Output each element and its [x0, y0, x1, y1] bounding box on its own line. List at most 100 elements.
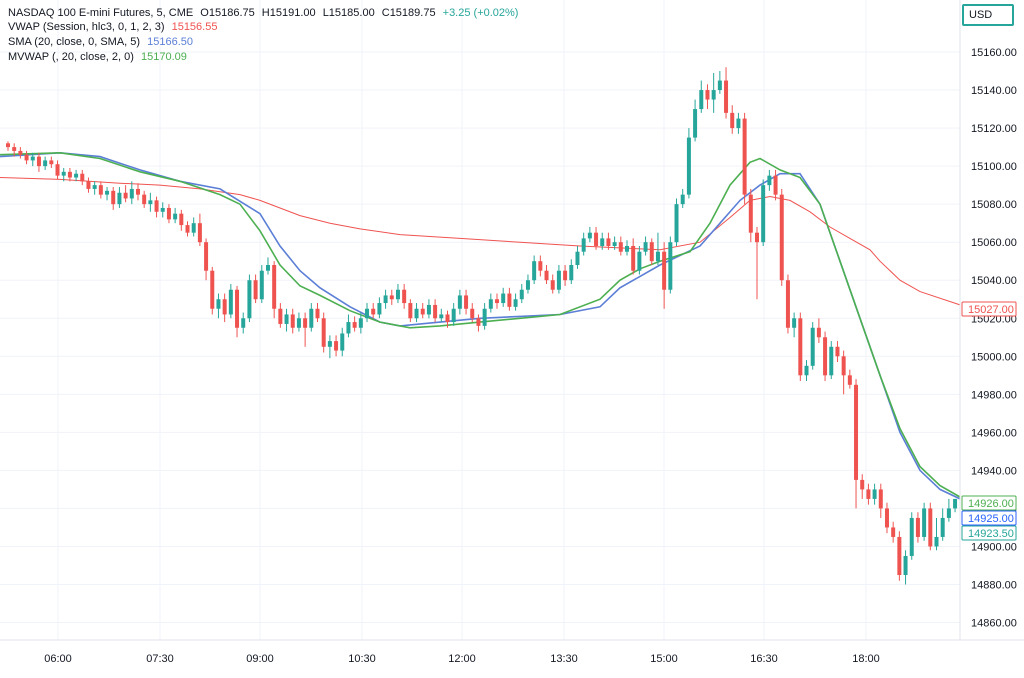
candle: [426, 299, 431, 319]
time-axis: 06:00 07:30 09:00 10:30 12:00 13:30 15:00 16:30…: [44, 653, 880, 665]
price-change: +3.25 (+0.02%): [442, 7, 519, 19]
candle: [928, 502, 933, 551]
candle: [135, 183, 140, 201]
grid-lines: [0, 0, 960, 640]
candle: [61, 168, 66, 182]
candle-body: [36, 156, 41, 167]
candle: [259, 265, 264, 304]
candle: [451, 303, 456, 326]
indicator-label: MVWAP (, 20, close, 2, 0): [8, 51, 134, 63]
candle: [940, 508, 945, 541]
candle: [383, 289, 388, 309]
candle: [550, 274, 555, 294]
candle-body: [105, 190, 110, 195]
candle-body: [86, 181, 91, 189]
candle-body: [272, 265, 277, 309]
candle: [507, 287, 512, 311]
price-label-text: 14926.00: [968, 498, 1014, 510]
candle-body: [779, 194, 784, 281]
candle-body: [823, 337, 828, 376]
candle: [711, 72, 716, 113]
candle-body: [80, 173, 85, 182]
y-tick-label: 15000.00: [971, 351, 1017, 363]
x-tick-label: 12:00: [448, 653, 476, 665]
candle-body: [532, 261, 537, 281]
candle: [24, 150, 29, 165]
candle: [408, 299, 413, 323]
x-tick-label: 13:30: [550, 653, 578, 665]
candle: [637, 245, 642, 275]
candle: [105, 187, 110, 201]
candle: [334, 335, 339, 357]
price-label-text: 15027.00: [968, 304, 1014, 316]
candle-body: [482, 308, 487, 326]
x-tick-label: 09:00: [246, 653, 274, 665]
candle-body: [544, 270, 549, 281]
currency-button[interactable]: USD: [962, 4, 1014, 26]
candle-body: [655, 251, 660, 262]
candle-body: [222, 299, 227, 315]
candle-body: [742, 118, 747, 195]
candle: [946, 498, 951, 522]
candle: [674, 198, 679, 246]
candle: [6, 141, 10, 151]
candle: [395, 284, 400, 304]
candle-body: [426, 304, 431, 315]
candle-body: [860, 479, 865, 490]
indicator-legend-sma[interactable]: SMA (20, close, 0, SMA, 5) 15166.50: [8, 35, 197, 49]
candle: [810, 322, 815, 370]
candle-body: [649, 242, 654, 262]
price-axis-bg[interactable]: [960, 0, 1024, 673]
candle: [272, 261, 277, 319]
candle-body: [693, 109, 698, 138]
candle-body: [674, 204, 679, 243]
candle: [439, 308, 444, 323]
candle: [519, 284, 524, 304]
candle-body: [327, 341, 332, 347]
candle: [594, 226, 599, 250]
candle-body: [49, 160, 54, 165]
candle: [43, 156, 48, 170]
candle: [754, 226, 759, 300]
candle: [532, 255, 537, 285]
candle: [909, 512, 914, 560]
indicator-legend-mvwap[interactable]: MVWAP (, 20, close, 2, 0) 15170.09: [8, 50, 191, 64]
candle-body: [420, 308, 425, 315]
candle-body: [334, 341, 339, 351]
candle: [241, 312, 246, 334]
ohlc-open: O15186.75: [200, 7, 255, 19]
candle: [686, 128, 691, 199]
candle: [80, 169, 85, 186]
candle-body: [501, 293, 506, 304]
candle: [309, 303, 314, 332]
candle: [315, 303, 320, 323]
candle: [934, 517, 939, 551]
candle-body: [600, 238, 605, 246]
candle: [742, 112, 747, 205]
candle: [724, 67, 729, 119]
x-tick-label: 15:00: [650, 653, 678, 665]
candle: [872, 483, 877, 505]
indicator-legend-vwap[interactable]: VWAP (Session, hlc3, 0, 1, 2, 3) 15156.5…: [8, 20, 221, 34]
price-labels: 15027.00 14926.00 14925.00 14923.50: [961, 301, 1017, 541]
candle: [253, 274, 258, 304]
candle: [179, 209, 184, 231]
candle-body: [265, 265, 270, 271]
candle: [693, 99, 698, 142]
candle: [148, 192, 153, 212]
candle: [55, 160, 60, 180]
candle: [352, 316, 357, 332]
candle-body: [625, 245, 629, 252]
candle-body: [61, 171, 66, 176]
candle: [482, 303, 487, 330]
candle-body: [928, 508, 933, 547]
candle: [581, 232, 586, 256]
candle: [284, 308, 289, 332]
candle: [680, 188, 685, 208]
candle-body: [488, 299, 493, 309]
candle: [129, 181, 134, 205]
candle-body: [377, 303, 382, 315]
